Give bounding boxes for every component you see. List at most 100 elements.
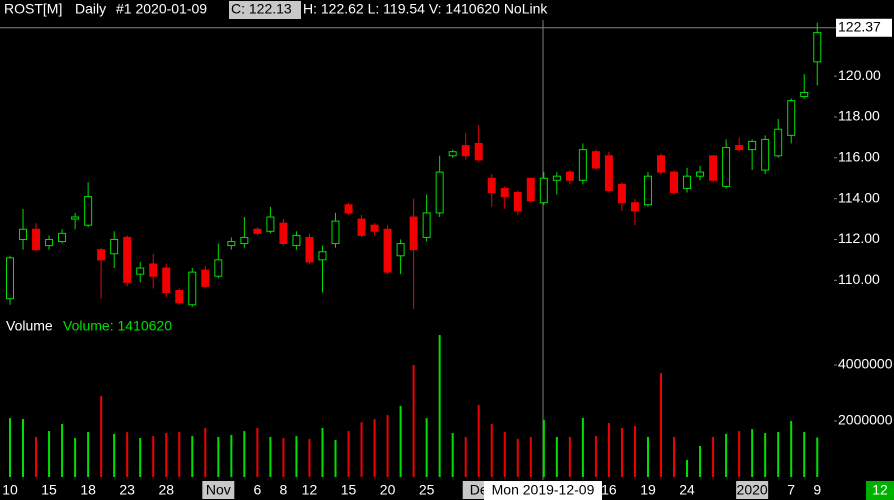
candle-body (318, 251, 327, 261)
volume-bar (100, 396, 103, 477)
x-tick-label: 7 (787, 482, 795, 498)
x-tick-label: 24 (679, 482, 695, 498)
volume-bar (633, 426, 636, 477)
candle-body (800, 91, 809, 98)
candle-body (331, 220, 340, 245)
corner-label: 12 (872, 482, 888, 498)
candle-body (292, 234, 301, 247)
candle-body (761, 138, 770, 171)
volume-bar (269, 436, 272, 477)
candle-body (565, 171, 574, 181)
volume-bar (113, 433, 116, 477)
volume-bar (777, 431, 780, 477)
y-tick-label: 114.00 (838, 189, 880, 205)
x-tick-label: 8 (280, 482, 288, 498)
candle-body (97, 249, 106, 261)
candle-body (787, 100, 796, 136)
volume-bar (399, 405, 402, 477)
volume-bar (660, 373, 662, 477)
volume-bar (61, 424, 64, 477)
volume-bar (256, 428, 259, 477)
candle-body (71, 216, 80, 220)
candle-body (201, 269, 210, 287)
x-tick-label: 12 (302, 482, 318, 498)
candle-body (175, 290, 184, 304)
candle-body (722, 147, 731, 187)
candle-body (279, 222, 288, 245)
candle-body (630, 202, 639, 212)
volume-bar (178, 431, 181, 477)
candle-body (305, 236, 314, 263)
candle-body (617, 183, 626, 204)
volume-bar (555, 436, 558, 477)
volume-bar (594, 436, 597, 477)
candle-body (396, 243, 405, 257)
volume-bar (816, 437, 819, 477)
crosshair-price-label: 122.37 (838, 18, 881, 34)
volume-bar (152, 436, 155, 477)
candle-body (370, 224, 379, 232)
volume-bar (477, 405, 480, 477)
candle-body (162, 267, 171, 294)
volume-bar (790, 421, 793, 477)
volume-bar (22, 419, 25, 477)
volume-bar (738, 431, 741, 477)
candle-body (657, 155, 665, 173)
volume-bar (620, 428, 623, 477)
volume-bar (412, 365, 415, 477)
candle-body (748, 140, 757, 151)
candle-body (409, 216, 418, 251)
volume-bar (191, 436, 194, 477)
candle-body (643, 175, 652, 206)
volume-bar (529, 436, 532, 477)
volume-bar (230, 435, 233, 477)
x-tick-label: Nov (206, 482, 231, 498)
candle-body (461, 145, 470, 157)
candle-body (487, 177, 496, 194)
volume-bar (48, 431, 51, 477)
candle-body (813, 32, 822, 63)
panel-legend: Volume: 1410620 (63, 318, 172, 334)
y-tick-label: 110.00 (838, 271, 880, 287)
volume-bar (35, 436, 38, 477)
volume-bar (347, 431, 350, 477)
candle-body (45, 238, 54, 247)
x-tick-label: 15 (41, 482, 57, 498)
candle-body (6, 257, 14, 300)
candle-body (448, 151, 457, 157)
volume-bar (386, 415, 389, 477)
candle-body (500, 187, 509, 198)
candle-body (513, 192, 522, 212)
volume-bar (425, 418, 428, 477)
candle-body (58, 232, 67, 243)
y-tick-label: 4000000 (838, 356, 893, 372)
corner-box (866, 481, 894, 500)
candle-body (422, 212, 431, 238)
volume-bar (646, 436, 649, 477)
x-tick-label: 16 (601, 482, 617, 498)
x-tick-label: 20 (380, 482, 396, 498)
y-tick-label: 112.00 (838, 230, 880, 246)
volume-bar (686, 459, 689, 477)
volume-bar (490, 424, 493, 477)
volume-bar (334, 440, 337, 477)
volume-bar (308, 438, 311, 477)
x-label-box (736, 481, 769, 499)
candle-body (357, 218, 366, 236)
candle-body (32, 228, 41, 251)
volume-bar (581, 417, 584, 477)
candle-body (578, 149, 587, 181)
y-tick-label: 120.00 (838, 67, 881, 83)
volume-bar (607, 422, 610, 477)
volume-bar (699, 445, 702, 477)
candle-body (683, 175, 692, 189)
x-tick-label: 18 (80, 482, 96, 498)
candle-body (240, 236, 249, 245)
candle-body (774, 128, 783, 157)
close-box (229, 1, 301, 19)
close-value: C: 122.13 (231, 1, 292, 17)
candle-body (19, 228, 28, 240)
x-tick-label: 19 (640, 482, 656, 498)
